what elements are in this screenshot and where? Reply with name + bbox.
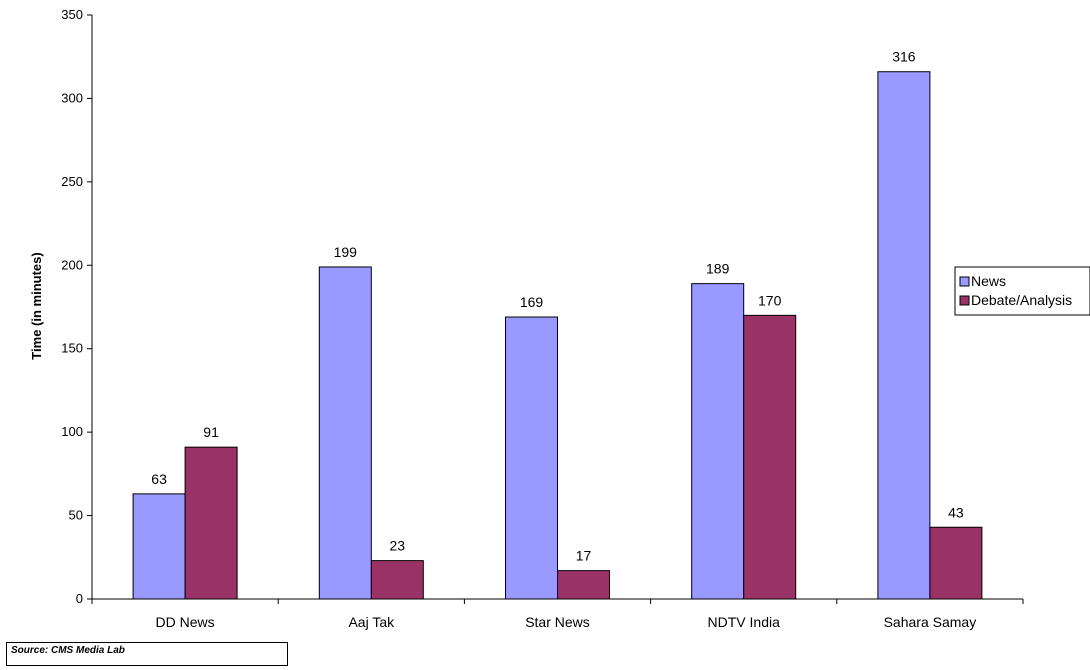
data-label: 199 bbox=[334, 244, 358, 260]
data-label: 43 bbox=[948, 504, 964, 520]
bar-debate-analysis bbox=[184, 446, 238, 600]
legend-label: News bbox=[971, 273, 1006, 289]
legend: News Debate/Analysis bbox=[954, 266, 1090, 316]
y-tick-label: 200 bbox=[61, 257, 83, 272]
data-label: 169 bbox=[520, 294, 544, 310]
y-axis-title: Time (in minutes) bbox=[29, 252, 44, 359]
bar-news bbox=[691, 283, 745, 600]
x-tick-label: Aaj Tak bbox=[348, 614, 395, 630]
legend-swatch bbox=[959, 276, 970, 287]
legend-box bbox=[954, 266, 1090, 316]
y-tick-label: 0 bbox=[76, 591, 83, 606]
x-tick-label: Star News bbox=[525, 614, 590, 630]
legend-swatch bbox=[959, 295, 970, 306]
data-label: 23 bbox=[390, 538, 406, 554]
x-tick-label: DD News bbox=[156, 614, 215, 630]
bar-debate-analysis bbox=[929, 526, 983, 600]
source-note: Source: CMS Media Lab bbox=[11, 645, 125, 656]
data-labels: 63 91 199 23 169 17 189 170 316 43 bbox=[151, 49, 964, 564]
legend-label: Debate/Analysis bbox=[971, 292, 1072, 308]
data-label: 316 bbox=[892, 49, 916, 65]
x-tick-label: NDTV India bbox=[708, 614, 781, 630]
data-label: 91 bbox=[203, 424, 219, 440]
bar-news bbox=[132, 493, 186, 600]
y-tick-label: 300 bbox=[61, 90, 83, 105]
source-note-box: Source: CMS Media Lab bbox=[6, 642, 288, 666]
bar-news bbox=[505, 316, 558, 600]
y-tick-label: 150 bbox=[61, 341, 83, 356]
y-tick-label: 100 bbox=[61, 424, 83, 439]
y-tick-label: 250 bbox=[61, 174, 83, 189]
data-label: 170 bbox=[758, 292, 782, 308]
data-label: 17 bbox=[576, 548, 592, 564]
y-tick-label: 350 bbox=[61, 7, 83, 22]
axes: 0 50 100 150 200 250 300 350 DD News Aaj Tak Star … bbox=[61, 7, 1024, 630]
bar-debate-analysis bbox=[370, 560, 424, 600]
bar-news bbox=[877, 71, 931, 600]
bar-debate-analysis bbox=[557, 570, 610, 600]
data-label: 63 bbox=[151, 471, 167, 487]
x-tick-label: Sahara Samay bbox=[884, 614, 977, 630]
y-tick-label: 50 bbox=[69, 508, 83, 523]
bars bbox=[132, 71, 983, 600]
data-label: 189 bbox=[706, 261, 730, 277]
bar-debate-analysis bbox=[743, 314, 797, 600]
bar-news bbox=[318, 266, 372, 600]
